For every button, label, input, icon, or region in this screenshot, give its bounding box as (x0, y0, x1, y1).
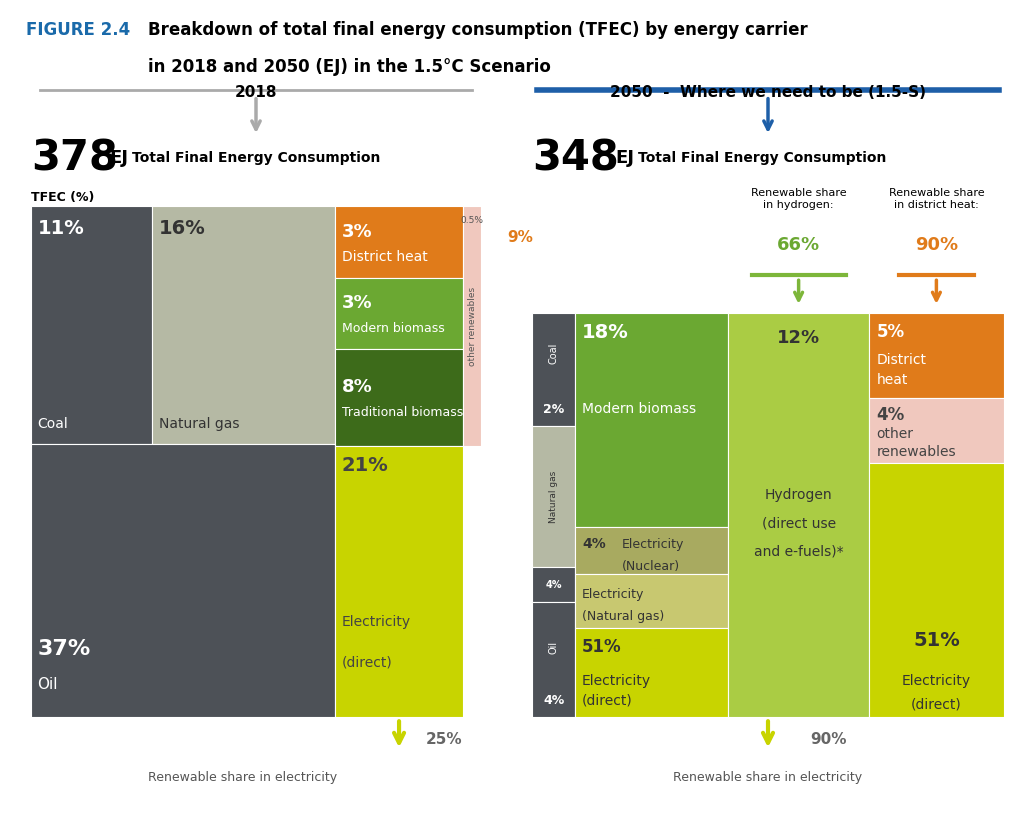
Bar (869, 313, 1004, 398)
Text: Oil: Oil (549, 641, 559, 653)
Text: 51%: 51% (913, 631, 959, 650)
Text: 2050  -  Where we need to be (1.5-S): 2050 - Where we need to be (1.5-S) (610, 85, 926, 100)
Text: Electricity: Electricity (902, 674, 971, 688)
Text: 0.5%: 0.5% (461, 216, 483, 225)
Bar (869, 462, 1004, 717)
Text: 4%: 4% (546, 579, 562, 590)
Text: 51%: 51% (582, 638, 622, 656)
Bar (335, 446, 463, 717)
Text: 21%: 21% (342, 456, 388, 475)
Text: Coal: Coal (549, 343, 559, 364)
Text: heat: heat (877, 372, 907, 386)
Text: (Natural gas): (Natural gas) (582, 611, 665, 624)
Text: in 2018 and 2050 (EJ) in the 1.5°C Scenario: in 2018 and 2050 (EJ) in the 1.5°C Scena… (148, 58, 551, 76)
Text: 8%: 8% (342, 378, 373, 396)
Text: 378: 378 (31, 138, 118, 179)
Bar (574, 574, 728, 628)
Text: Traditional biomass: Traditional biomass (342, 406, 463, 419)
Bar (153, 206, 335, 443)
Text: 4%: 4% (543, 694, 564, 707)
Text: Renewable share in electricity: Renewable share in electricity (147, 771, 337, 784)
Text: Electricity: Electricity (622, 538, 684, 550)
Text: Oil: Oil (38, 677, 58, 691)
Text: other: other (877, 428, 913, 441)
Text: renewables: renewables (877, 446, 956, 460)
Text: District heat: District heat (342, 250, 427, 264)
Text: 5%: 5% (877, 323, 904, 341)
Text: 2%: 2% (543, 403, 564, 416)
Text: Renewable share
in district heat:: Renewable share in district heat: (889, 188, 984, 209)
Bar (532, 568, 574, 602)
Bar (574, 313, 728, 527)
Text: EJ: EJ (110, 149, 129, 167)
Text: (direct use: (direct use (762, 516, 836, 530)
Text: 11%: 11% (38, 218, 84, 238)
Text: Renewable share
in district heat:: Renewable share in district heat: (372, 217, 468, 238)
Text: (direct): (direct) (342, 656, 392, 670)
Bar (532, 313, 574, 426)
Text: 18%: 18% (582, 323, 629, 342)
Text: 4%: 4% (582, 537, 605, 551)
Text: TFEC (%): TFEC (%) (31, 191, 94, 204)
Text: Coal: Coal (38, 417, 69, 431)
Text: Breakdown of total final energy consumption (TFEC) by energy carrier: Breakdown of total final energy consumpt… (148, 21, 808, 39)
Text: 4%: 4% (877, 406, 904, 424)
Text: Natural gas: Natural gas (159, 417, 240, 431)
Bar (463, 206, 481, 446)
Text: (direct): (direct) (911, 697, 962, 711)
Text: 3%: 3% (342, 294, 373, 312)
Text: 90%: 90% (810, 732, 847, 747)
Text: EJ: EJ (614, 149, 634, 167)
Text: Renewable share in electricity: Renewable share in electricity (674, 771, 862, 784)
Text: (direct): (direct) (582, 694, 633, 708)
Bar (335, 206, 463, 278)
Bar (31, 443, 335, 717)
Text: FIGURE 2.4: FIGURE 2.4 (26, 21, 130, 39)
Bar (335, 278, 463, 349)
Text: Electricity: Electricity (582, 674, 651, 688)
Text: Electricity: Electricity (582, 588, 644, 602)
Text: and e-fuels)*: and e-fuels)* (754, 545, 844, 559)
Bar (574, 527, 728, 574)
Bar (31, 206, 153, 443)
Bar (574, 628, 728, 717)
Text: 66%: 66% (777, 236, 820, 255)
Text: 16%: 16% (159, 218, 206, 238)
Text: (Nuclear): (Nuclear) (622, 560, 680, 573)
Bar (532, 602, 574, 717)
Text: 348: 348 (532, 138, 620, 179)
Text: Total Final Energy Consumption: Total Final Energy Consumption (639, 152, 887, 165)
Text: 37%: 37% (38, 639, 91, 658)
Bar (728, 313, 869, 717)
Text: other renewables: other renewables (468, 287, 477, 366)
Text: 90%: 90% (914, 236, 958, 255)
Text: Natural gas: Natural gas (549, 471, 558, 523)
Text: Renewable share
in hydrogen:: Renewable share in hydrogen: (751, 188, 847, 209)
Bar (532, 426, 574, 568)
Text: 3%: 3% (342, 222, 373, 241)
Bar (869, 398, 1004, 462)
Text: 12%: 12% (777, 330, 820, 347)
Text: 9%: 9% (507, 230, 532, 245)
Text: Electricity: Electricity (342, 615, 411, 629)
Text: Total Final Energy Consumption: Total Final Energy Consumption (132, 152, 381, 165)
Text: Modern biomass: Modern biomass (342, 322, 444, 335)
Bar (335, 349, 463, 446)
Text: Hydrogen: Hydrogen (765, 488, 833, 502)
Text: 2018: 2018 (234, 85, 278, 100)
Text: Modern biomass: Modern biomass (582, 402, 696, 416)
Text: District: District (877, 353, 927, 367)
Text: 25%: 25% (426, 732, 463, 747)
